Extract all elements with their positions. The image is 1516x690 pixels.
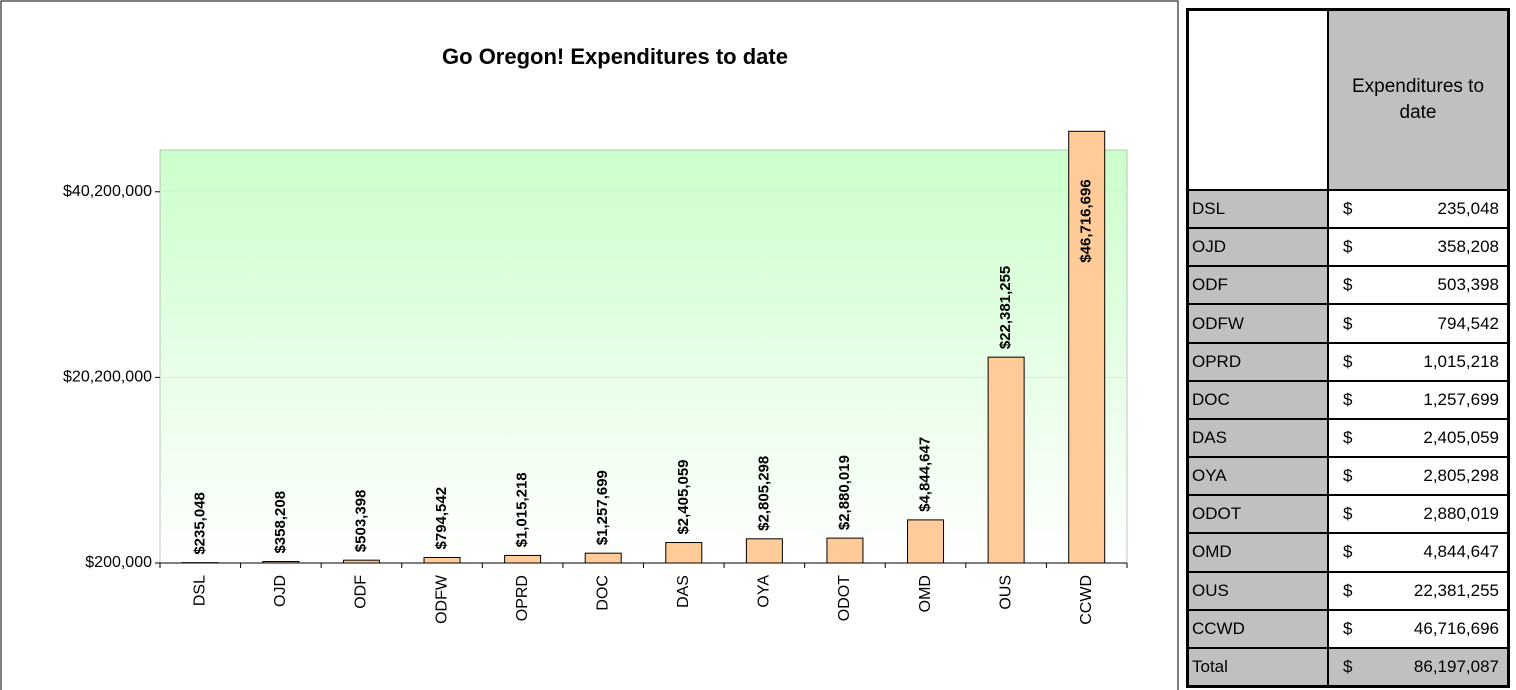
- data-label: $2,805,298: [755, 456, 772, 531]
- header-cell: [1188, 10, 1328, 190]
- bar: [504, 554, 542, 564]
- x-tick-label: DAS: [675, 575, 692, 608]
- x-tick-label: DSL: [192, 575, 209, 606]
- currency: $: [1343, 351, 1353, 371]
- row-label: OPRD: [1188, 342, 1328, 381]
- x-tick-label: CCWD: [1078, 575, 1095, 625]
- row-label: OJD: [1188, 228, 1328, 267]
- amount-cell: $2,405,059: [1328, 418, 1508, 458]
- x-tick-label: ODF: [353, 575, 370, 609]
- amount: 86,197,087: [1413, 656, 1499, 676]
- row-label: CCWD: [1188, 609, 1328, 648]
- data-label: $358,208: [272, 491, 289, 554]
- x-tick-label: OUS: [997, 575, 1014, 610]
- bar: [342, 559, 380, 564]
- amount-cell: $2,880,019: [1328, 495, 1508, 534]
- row-label: OUS: [1188, 571, 1328, 610]
- x-tick-label: OPRD: [514, 575, 531, 621]
- row-label: DSL: [1188, 190, 1328, 229]
- amount-cell: $46,716,696: [1328, 609, 1508, 648]
- amount-cell: $235,048: [1328, 190, 1508, 229]
- amount: 22,381,255: [1413, 580, 1499, 600]
- table: Expenditures to date DSL $235,048 OJD $358,2…: [1186, 8, 1510, 688]
- data-label: $46,716,696: [1078, 179, 1095, 262]
- row-label: DOC: [1188, 380, 1328, 419]
- amount: 46,716,696: [1413, 618, 1499, 638]
- data-label: $2,405,059: [675, 459, 692, 534]
- bar: [907, 519, 945, 564]
- amount: 1,257,699: [1423, 389, 1499, 409]
- currency: $: [1343, 199, 1353, 219]
- row-label: DAS: [1188, 418, 1328, 458]
- currency: $: [1343, 237, 1353, 257]
- row-label: Total: [1188, 647, 1328, 686]
- y-tick-label: $40,200,000: [63, 183, 152, 200]
- bar: [987, 356, 1025, 564]
- currency: $: [1343, 313, 1353, 333]
- amount-cell: $4,844,647: [1328, 533, 1508, 572]
- amount: 2,805,298: [1423, 466, 1499, 486]
- amount: 2,405,059: [1423, 427, 1499, 447]
- amount: 1,015,218: [1423, 351, 1499, 371]
- bar: [262, 561, 300, 564]
- amount-cell: $2,805,298: [1328, 457, 1508, 496]
- x-tick-label: OJD: [272, 575, 289, 607]
- y-tick-label: $20,200,000: [63, 369, 152, 386]
- currency: $: [1343, 275, 1353, 295]
- bar: [423, 556, 461, 564]
- bar: [584, 552, 622, 564]
- data-label: $503,398: [352, 490, 369, 553]
- chart-title: Go Oregon! Expenditures to date: [442, 44, 788, 69]
- data-label: $1,257,699: [594, 470, 611, 545]
- header-cell: Expenditures to date: [1328, 10, 1508, 190]
- currency: $: [1343, 618, 1353, 638]
- data-label: $235,048: [191, 492, 208, 555]
- data-label: $22,381,255: [997, 266, 1014, 349]
- amount-cell: $358,208: [1328, 228, 1508, 267]
- currency: $: [1343, 580, 1353, 600]
- amount-cell: $1,257,699: [1328, 380, 1508, 419]
- amount: 794,542: [1437, 313, 1499, 333]
- x-tick-label: OYA: [756, 575, 773, 608]
- chart: Go Oregon! Expenditures to date $200,000…: [0, 0, 1179, 690]
- row-label: OYA: [1188, 457, 1328, 496]
- data-label: $4,844,647: [917, 437, 934, 512]
- bar: [665, 542, 703, 564]
- currency: $: [1343, 542, 1353, 562]
- x-tick-label: ODFW: [433, 574, 450, 624]
- x-tick-label: OMD: [917, 575, 934, 612]
- bar: [826, 537, 864, 564]
- amount: 235,048: [1437, 199, 1499, 219]
- currency: $: [1343, 389, 1353, 409]
- bar: [745, 538, 783, 564]
- currency: $: [1343, 504, 1353, 524]
- row-label: ODFW: [1188, 304, 1328, 343]
- currency: $: [1343, 656, 1353, 676]
- data-label: $1,015,218: [514, 472, 531, 547]
- bar: [1068, 130, 1106, 564]
- y-tick-label: $200,000: [85, 554, 152, 571]
- data-label: $2,880,019: [836, 455, 853, 530]
- amount: 4,844,647: [1423, 542, 1499, 562]
- currency: $: [1343, 466, 1353, 486]
- x-tick-label: ODOT: [836, 575, 853, 621]
- amount-cell: $794,542: [1328, 304, 1508, 343]
- data-label: $794,542: [433, 487, 450, 550]
- row-label: ODOT: [1188, 495, 1328, 534]
- amount-cell: $503,398: [1328, 266, 1508, 305]
- amount: 503,398: [1437, 275, 1499, 295]
- amount-cell: $86,197,087: [1328, 647, 1508, 686]
- amount: 2,880,019: [1423, 504, 1499, 524]
- amount-cell: $22,381,255: [1328, 571, 1508, 610]
- row-label: ODF: [1188, 266, 1328, 305]
- amount: 358,208: [1437, 237, 1499, 257]
- plot-area: [159, 149, 1128, 564]
- x-tick-label: DOC: [594, 575, 611, 611]
- row-label: OMD: [1188, 533, 1328, 572]
- currency: $: [1343, 427, 1353, 447]
- amount-cell: $1,015,218: [1328, 342, 1508, 381]
